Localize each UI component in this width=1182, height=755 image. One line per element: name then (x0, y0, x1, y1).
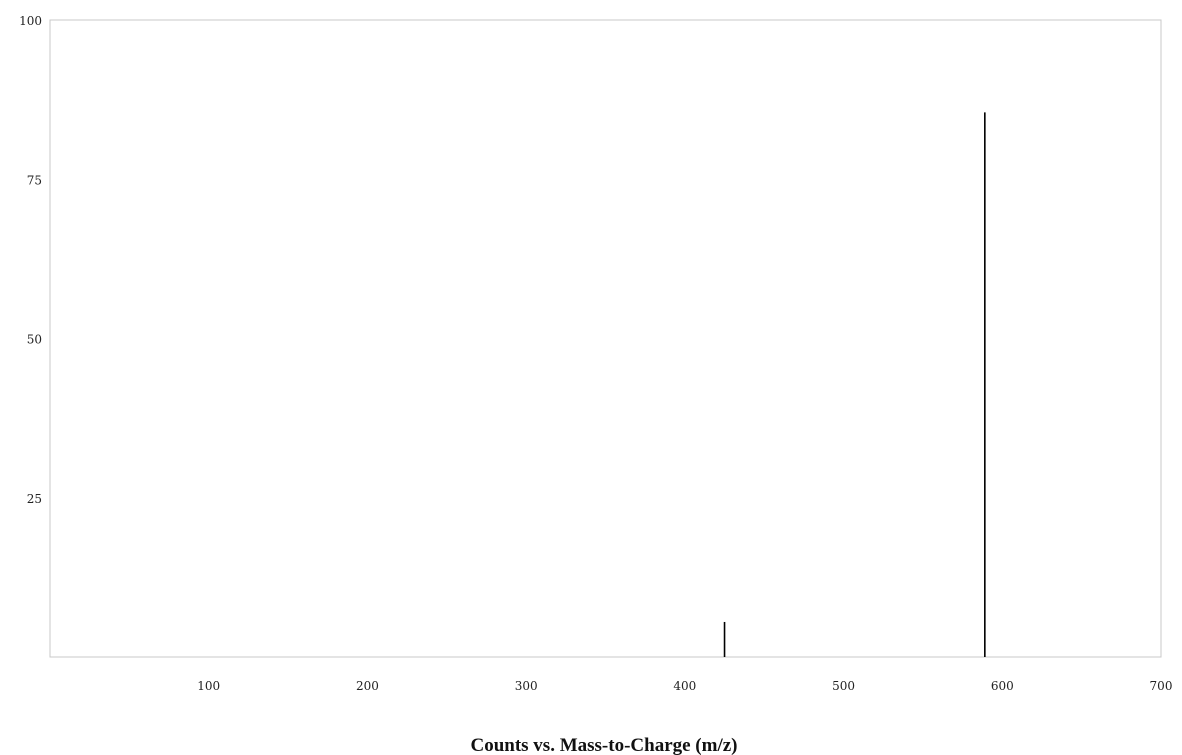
y-tick-label: 50 (27, 333, 42, 347)
x-tick-label: 600 (991, 679, 1014, 693)
y-tick-label: 100 (19, 14, 42, 28)
plot-frame (49, 19, 1162, 658)
y-tick-label: 75 (27, 173, 42, 187)
x-tick-label: 700 (1150, 679, 1173, 693)
x-tick-label: 300 (515, 679, 538, 693)
x-axis-ticks: 100 200 300 400 500 600 700 (197, 679, 1172, 693)
x-tick-label: 500 (832, 679, 855, 693)
x-tick-label: 400 (673, 679, 696, 693)
y-tick-label: 25 (27, 492, 42, 506)
x-tick-label: 100 (197, 679, 220, 693)
peak-series (723, 112, 986, 657)
y-axis-ticks: 25 50 75 100 (19, 14, 42, 506)
x-axis-title: Counts vs. Mass-to-Charge (m/z) (470, 735, 737, 755)
x-tick-label: 200 (356, 679, 379, 693)
